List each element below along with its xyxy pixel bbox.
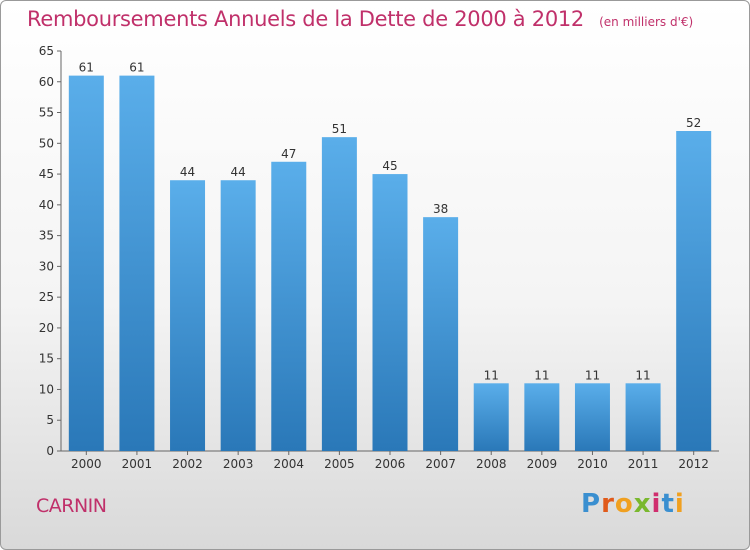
x-tick-label: 2001	[122, 457, 153, 471]
axes: 0 5 10 15 20 25 30 35 40 45 50 55 60 65 2000 2001 2002 20…	[39, 44, 719, 471]
y-tick-label: 50	[39, 136, 54, 150]
x-tick-label: 2002	[172, 457, 203, 471]
commune-name: CARNIN	[36, 495, 107, 517]
bar	[170, 180, 206, 451]
y-tick-label: 5	[46, 413, 54, 427]
y-tick-label: 0	[46, 444, 54, 458]
x-tick-label: 2000	[71, 457, 102, 471]
bar	[473, 383, 509, 451]
chart-title: Remboursements Annuels de la Dette de 20…	[27, 7, 584, 31]
x-tick-label: 2011	[628, 457, 659, 471]
bar	[119, 75, 155, 451]
y-tick-label: 35	[39, 229, 54, 243]
x-tick-label: 2010	[577, 457, 608, 471]
x-tick-label: 2012	[678, 457, 709, 471]
bars: 61 61 44 44 47 51 45 38 11 11 11 11 52	[68, 61, 712, 452]
bar	[68, 75, 104, 451]
x-tick-label: 2005	[324, 457, 355, 471]
data-label: 45	[382, 159, 397, 173]
data-label: 11	[534, 368, 549, 382]
chart-unit: (en milliers d'€)	[599, 15, 694, 29]
y-tick-label: 25	[39, 290, 54, 304]
data-label: 38	[433, 202, 448, 216]
bar	[372, 174, 408, 452]
proxiti-logo: Proxiti	[581, 489, 685, 519]
data-label: 61	[79, 61, 94, 75]
data-label: 11	[585, 368, 600, 382]
y-tick-label: 15	[39, 352, 54, 366]
y-tick-label: 60	[39, 75, 54, 89]
bar	[625, 383, 661, 451]
y-tick-label: 20	[39, 321, 54, 335]
data-label: 61	[129, 61, 144, 75]
y-tick-label: 45	[39, 167, 54, 181]
y-tick-label: 65	[39, 44, 54, 58]
x-tick-label: 2007	[425, 457, 456, 471]
data-label: 51	[332, 122, 347, 136]
y-tick-label: 10	[39, 382, 54, 396]
data-label: 44	[231, 165, 246, 179]
y-tick-label: 40	[39, 198, 54, 212]
data-label: 11	[484, 368, 499, 382]
chart-title-block: Remboursements Annuels de la Dette de 20…	[27, 7, 693, 31]
x-tick-label: 2003	[223, 457, 254, 471]
bar	[676, 131, 712, 451]
data-label: 11	[635, 368, 650, 382]
x-tick-label: 2004	[273, 457, 304, 471]
bar	[271, 161, 307, 451]
data-label: 44	[180, 165, 195, 179]
bar	[321, 137, 357, 451]
y-tick-label: 55	[39, 106, 54, 120]
bar	[574, 383, 610, 451]
x-tick-label: 2009	[527, 457, 558, 471]
x-tick-label: 2006	[375, 457, 406, 471]
bar	[524, 383, 560, 451]
x-tick-label: 2008	[476, 457, 507, 471]
data-label: 52	[686, 116, 701, 130]
y-tick-label: 30	[39, 259, 54, 273]
bar	[423, 217, 459, 451]
bar	[220, 180, 256, 451]
data-label: 47	[281, 147, 296, 161]
